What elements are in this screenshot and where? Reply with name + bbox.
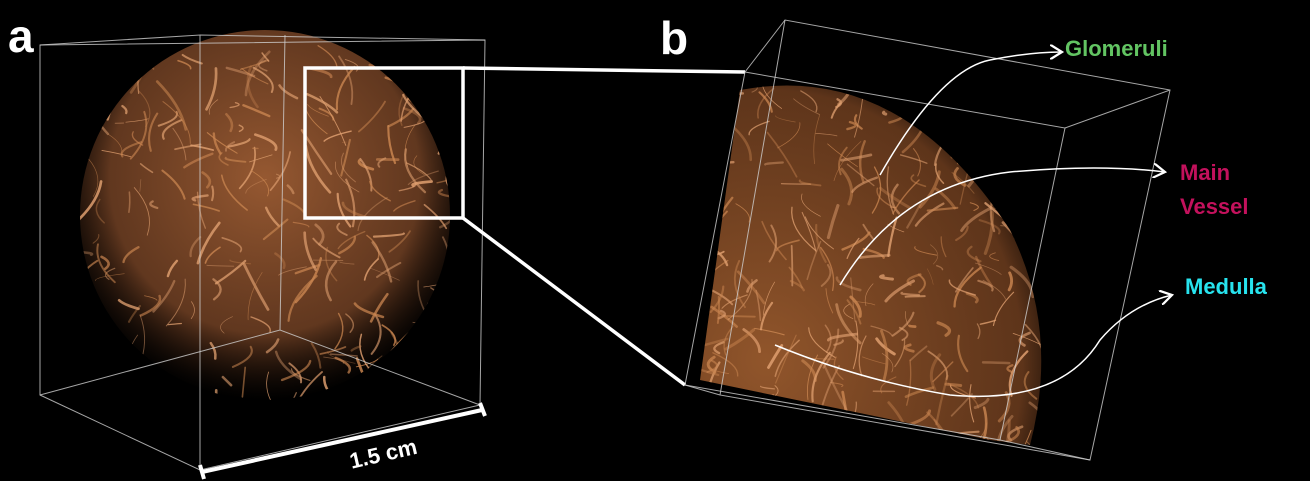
annotation-label: Glomeruli [1065, 36, 1168, 61]
vessel [910, 326, 915, 327]
vessel [725, 316, 755, 317]
vessel [946, 384, 961, 385]
vessel [212, 187, 213, 201]
figure: 1.5 cm a b GlomeruliMainVesselMedulla [0, 0, 1310, 481]
panel-label: a [8, 10, 34, 62]
vessel [883, 112, 885, 114]
annotation-label: Vessel [1180, 194, 1249, 219]
panel-label: b [660, 12, 688, 64]
vessel [983, 362, 1009, 363]
vessel [906, 296, 925, 297]
vessel [718, 297, 719, 323]
annotation-label: Main [1180, 160, 1230, 185]
vessel [792, 246, 793, 286]
page: 1.5 cm a b GlomeruliMainVesselMedulla ((… [0, 0, 1310, 481]
annotation-label: Medulla [1185, 274, 1268, 299]
vessel [129, 192, 130, 212]
